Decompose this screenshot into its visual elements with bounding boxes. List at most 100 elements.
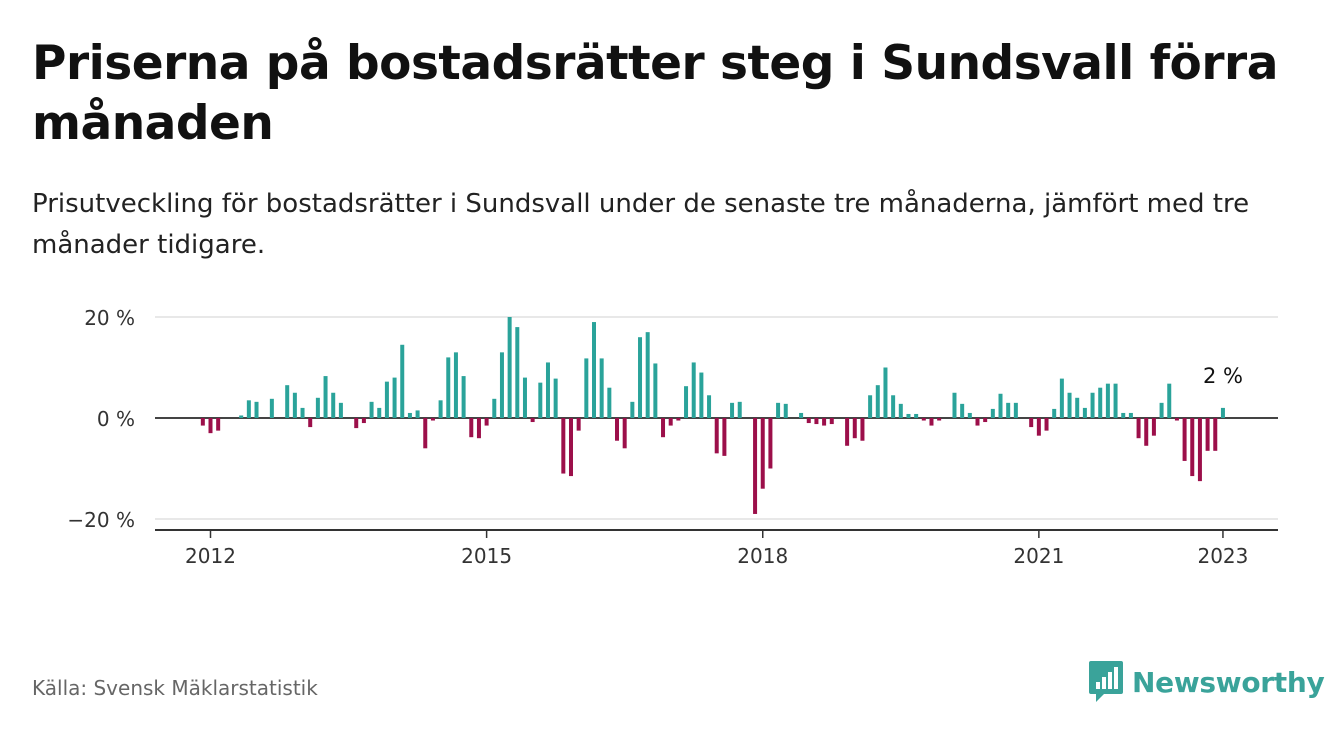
data-bar xyxy=(453,352,458,418)
data-bar xyxy=(676,418,681,421)
data-bar xyxy=(561,418,566,474)
data-bar xyxy=(407,412,412,418)
source-note: Källa: Svensk Mäklarstatistik xyxy=(32,676,318,700)
data-bar xyxy=(630,401,635,418)
axis-layer xyxy=(155,529,1278,538)
data-bar xyxy=(246,400,251,418)
data-bar xyxy=(1067,392,1072,418)
data-bar xyxy=(845,418,850,446)
data-bar xyxy=(545,362,550,418)
data-bar xyxy=(392,377,397,418)
data-bar xyxy=(1090,392,1095,418)
data-bar xyxy=(730,402,735,418)
data-bar xyxy=(607,387,612,418)
data-bar xyxy=(776,402,781,418)
data-bar xyxy=(438,400,443,418)
page-title: Priserna på bostadsrätter steg i Sundsva… xyxy=(32,36,1278,151)
data-bar xyxy=(722,418,727,456)
data-bar xyxy=(983,418,988,423)
data-bar xyxy=(883,367,888,418)
data-bar xyxy=(1044,418,1049,431)
data-bar xyxy=(461,376,466,418)
data-bar xyxy=(822,418,827,426)
data-bar xyxy=(1113,383,1118,418)
data-bar xyxy=(967,412,972,418)
data-bar xyxy=(990,408,995,418)
data-bar xyxy=(592,322,596,418)
data-bar xyxy=(714,418,719,454)
data-bar xyxy=(484,418,489,426)
label-layer: 20 % 0 % −20 % 2012 2015 2018 2021 2023 2 % xyxy=(67,306,1248,568)
data-bar xyxy=(929,418,934,426)
data-bar xyxy=(1013,402,1018,418)
x-tick-label: 2012 xyxy=(185,544,236,568)
page-subtitle: Prisutveckling för bostadsrätter i Sunds… xyxy=(32,189,1250,260)
data-bar xyxy=(914,413,919,418)
brand-name: Newsworthy xyxy=(1132,665,1325,699)
data-bar xyxy=(1213,418,1218,451)
data-bar xyxy=(384,381,389,418)
data-bar xyxy=(584,358,589,418)
data-bar xyxy=(568,418,573,477)
data-bar xyxy=(1167,383,1172,418)
data-bar xyxy=(799,412,804,418)
data-bar xyxy=(1006,402,1011,418)
newsworthy-logo-icon xyxy=(1089,661,1123,702)
x-tick-label: 2018 xyxy=(737,544,788,568)
data-bar xyxy=(499,352,504,418)
data-bar xyxy=(1121,412,1126,418)
data-bar xyxy=(1136,418,1141,439)
data-bar xyxy=(921,418,926,421)
data-bar xyxy=(814,418,819,425)
data-bar xyxy=(1151,418,1156,436)
data-bar xyxy=(1105,383,1110,418)
x-tick-label: 2023 xyxy=(1197,544,1248,568)
data-bar xyxy=(1197,418,1202,482)
data-bar xyxy=(998,393,1003,418)
data-bar xyxy=(1029,418,1034,428)
data-bar xyxy=(208,418,213,434)
data-bar xyxy=(622,418,627,449)
data-bar xyxy=(960,403,965,418)
data-bar xyxy=(292,392,297,418)
data-bar xyxy=(806,418,811,424)
data-bar xyxy=(522,377,527,418)
data-bar xyxy=(860,418,865,441)
data-bar xyxy=(507,317,512,418)
data-bar xyxy=(1128,412,1133,418)
data-bar xyxy=(361,418,366,424)
data-bar xyxy=(1205,418,1210,451)
latest-value-label: 2 % xyxy=(1203,364,1243,388)
data-bar xyxy=(615,418,620,441)
x-tick-label: 2021 xyxy=(1013,544,1064,568)
bar-chart: 20 % 0 % −20 % 2012 2015 2018 2021 2023 2 % xyxy=(67,306,1278,568)
newsworthy-logo[interactable]: Newsworthy xyxy=(1088,660,1325,704)
data-bar xyxy=(377,407,382,418)
data-bar xyxy=(1059,378,1064,418)
data-bar xyxy=(737,401,742,418)
data-bar xyxy=(254,401,259,418)
data-bar xyxy=(1144,418,1149,446)
data-bar xyxy=(476,418,481,439)
data-bar xyxy=(492,398,497,418)
data-bar xyxy=(768,418,773,469)
y-tick-label: 20 % xyxy=(84,306,135,330)
data-bar xyxy=(1082,407,1087,418)
data-bar xyxy=(1159,402,1164,418)
data-bar xyxy=(515,327,520,418)
data-bar xyxy=(1098,387,1103,418)
data-bar xyxy=(599,358,604,418)
data-bar xyxy=(1174,418,1179,421)
data-bar xyxy=(638,337,643,418)
data-bar xyxy=(937,418,942,421)
data-bar xyxy=(354,418,359,429)
data-bar xyxy=(308,418,313,428)
data-bar xyxy=(1220,407,1225,418)
data-bar xyxy=(553,378,558,418)
data-bar xyxy=(315,397,320,418)
data-bar xyxy=(868,395,873,418)
data-bar xyxy=(269,398,274,418)
data-bar xyxy=(691,362,696,418)
data-bar xyxy=(829,418,834,425)
data-bar xyxy=(1052,408,1057,418)
